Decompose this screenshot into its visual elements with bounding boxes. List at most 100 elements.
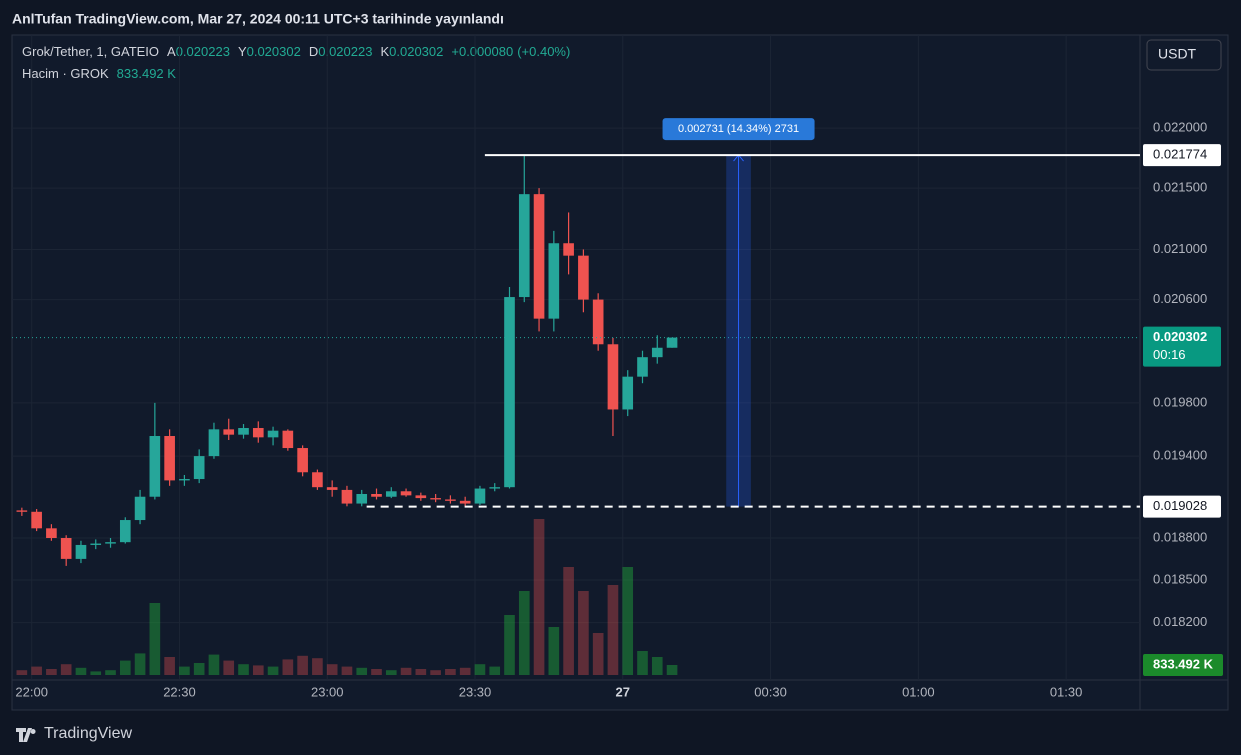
volume-bar xyxy=(459,667,471,675)
volume-badge-label: 833.492 K xyxy=(1153,656,1214,671)
symbol-line: Grok/Tether, 1, GATEIO A0.020223 Y0.020302… xyxy=(22,44,570,59)
price-badge xyxy=(1143,144,1221,167)
candle-body xyxy=(75,544,87,559)
brand-logo xyxy=(16,728,36,742)
x-tick-label: 22:30 xyxy=(163,684,196,699)
candle-body xyxy=(518,194,530,298)
symbol: Grok/Tether, 1, GATEIO xyxy=(22,44,159,59)
candle-body xyxy=(223,429,235,435)
x-tick-label: 27 xyxy=(616,684,630,699)
candle-body xyxy=(105,542,116,544)
volume-bar xyxy=(252,665,264,675)
candle-body xyxy=(415,495,427,499)
volume-bar xyxy=(666,664,678,675)
candle-body xyxy=(459,500,471,504)
candle-body xyxy=(371,493,382,497)
volume-bar xyxy=(149,603,161,675)
candle-body xyxy=(400,491,412,496)
volume-bar xyxy=(193,663,205,675)
volume-bar xyxy=(356,667,368,675)
countdown-label: 00:16 xyxy=(1153,347,1186,362)
volume-bar xyxy=(16,670,28,675)
volume-bar xyxy=(282,659,294,675)
volume-bar xyxy=(297,655,308,675)
candle-body xyxy=(119,520,131,543)
candle-body xyxy=(533,194,545,319)
candle-body xyxy=(193,456,205,480)
volume-bar xyxy=(267,666,279,675)
candle-body xyxy=(548,243,560,319)
volume-badge xyxy=(1143,653,1223,676)
candle-body xyxy=(326,487,338,490)
volume-bar xyxy=(518,591,530,675)
candle-body xyxy=(179,479,190,481)
candle-body xyxy=(282,430,294,449)
volume-bar xyxy=(592,633,604,675)
chart-frame xyxy=(11,34,1229,711)
ohlc-value: 0.020223 xyxy=(318,44,372,59)
ohlc-key: Y xyxy=(238,44,247,59)
ohlc-value: 0.020302 xyxy=(247,44,301,59)
candle-body xyxy=(134,496,146,521)
volume-bar xyxy=(326,664,338,675)
candle-body xyxy=(341,489,353,504)
volume-bar xyxy=(563,567,574,675)
x-tick-label: 23:30 xyxy=(459,684,492,699)
volume-bar xyxy=(371,669,382,675)
candle-body xyxy=(16,510,28,512)
candle-body xyxy=(504,297,515,488)
candle-body xyxy=(60,538,72,559)
candle-body xyxy=(563,243,574,256)
candle-body xyxy=(90,543,102,545)
candle-body xyxy=(637,357,648,377)
ohlc-value: 0.020302 xyxy=(389,44,443,59)
change-percent: (+0.40%) xyxy=(517,44,570,59)
volume-bar xyxy=(312,658,323,675)
volume-title: Hacim · GROK 833.492 K xyxy=(22,66,176,81)
volume-bar xyxy=(385,670,397,675)
volume-bar xyxy=(105,670,116,675)
volume-bar xyxy=(622,567,634,675)
y-tick-label: 0.018200 xyxy=(1153,614,1207,629)
volume-bar xyxy=(31,666,42,675)
volume-bar xyxy=(504,615,515,675)
candle-body xyxy=(46,528,57,539)
volume-bar xyxy=(607,585,619,675)
candle-body xyxy=(578,255,589,300)
volume-bar xyxy=(238,664,249,675)
x-tick-label: 22:00 xyxy=(15,684,48,699)
volume-name: Hacim · GROK xyxy=(22,66,109,81)
candle-body xyxy=(267,430,279,438)
volume-bar xyxy=(430,670,441,675)
x-tick-label: 01:30 xyxy=(1050,684,1083,699)
volume-bar xyxy=(208,654,220,675)
volume-bar xyxy=(75,667,87,675)
volume-bar xyxy=(474,664,486,675)
candle-body xyxy=(208,429,220,457)
volume-bar xyxy=(637,651,648,675)
candle-body xyxy=(164,436,175,481)
price-badge-label: 0.021774 xyxy=(1153,147,1207,162)
volume-bar xyxy=(223,660,235,675)
currency-button[interactable] xyxy=(1146,39,1222,71)
y-tick-label: 0.018500 xyxy=(1153,571,1207,586)
x-tick-label: 00:30 xyxy=(754,684,787,699)
candle-body xyxy=(592,299,604,345)
volume-bar xyxy=(533,519,545,675)
y-tick-label: 0.021500 xyxy=(1153,180,1207,195)
y-tick-label: 0.021000 xyxy=(1153,241,1207,256)
candle-body xyxy=(430,498,441,500)
candle-body xyxy=(385,491,397,497)
y-tick-label: 0.020600 xyxy=(1153,291,1207,306)
x-tick-label: 23:00 xyxy=(311,684,344,699)
y-tick-label: 0.019400 xyxy=(1153,448,1207,463)
volume-bar xyxy=(134,653,146,675)
candle-body xyxy=(149,436,161,497)
volume-bar xyxy=(46,669,57,675)
volume-bar xyxy=(60,664,72,675)
candle-body xyxy=(445,499,456,501)
volume-bar xyxy=(578,591,589,675)
publish-title: AnlTufan TradingView.com, Mar 27, 2024 0… xyxy=(12,11,504,27)
